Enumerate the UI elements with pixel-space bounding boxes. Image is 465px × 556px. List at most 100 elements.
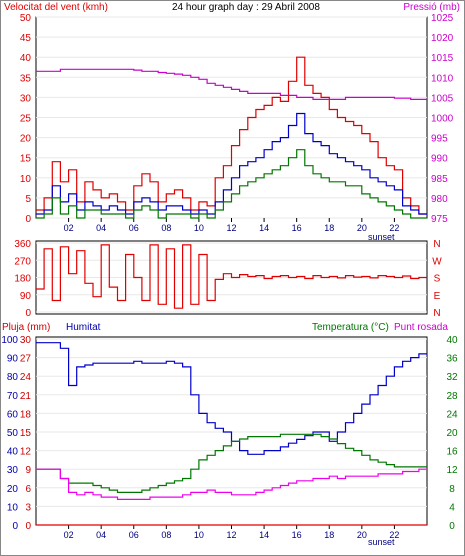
humidity-tick-label: 10 bbox=[7, 502, 19, 513]
sunset-label-bottom: sunset bbox=[368, 537, 395, 547]
hour-tick-label: 08 bbox=[161, 530, 171, 540]
wind-series bbox=[36, 56, 427, 219]
direction-degree-tick-label: 360 bbox=[14, 239, 31, 250]
pressure-tick-label: 1000 bbox=[431, 114, 454, 125]
wind-speed-axis-title: Velocitat del vent (kmh) bbox=[4, 2, 108, 13]
series-line-pressi-mb bbox=[36, 68, 427, 100]
humidity-tick-label: 20 bbox=[7, 484, 19, 495]
pressure-tick-label: 1025 bbox=[431, 13, 454, 24]
wind-speed-tick-label: 15 bbox=[20, 154, 32, 165]
temperature-tick-label: 0 bbox=[449, 521, 455, 532]
series-line-humitat bbox=[36, 342, 427, 455]
rain-ticks: 0 3 6 9 12 15 18 21 24 27 30 bbox=[20, 335, 32, 532]
rain-tick-label: 0 bbox=[25, 521, 31, 532]
rain-tick-label: 24 bbox=[20, 372, 32, 383]
temperature-tick-label: 28 bbox=[446, 391, 458, 402]
pressure-tick-label: 1005 bbox=[431, 93, 454, 104]
humidity-tick-label: 100 bbox=[1, 335, 18, 346]
humidity-tick-label: 40 bbox=[7, 447, 19, 458]
temperature-tick-label: 36 bbox=[446, 354, 458, 365]
series-line-wind-direction bbox=[36, 244, 427, 309]
humidity-tick-label: 90 bbox=[7, 354, 19, 365]
wind-hour-ticks: 02 04 06 08 10 12 14 16 18 20 22 bbox=[64, 218, 399, 233]
direction-degree-tick-label: 180 bbox=[14, 274, 31, 285]
pressure-ticks: 975 980 985 990 995 1000 1005 1010 1015 1020 1025 bbox=[431, 13, 454, 225]
temperature-tick-label: 24 bbox=[446, 409, 458, 420]
wind-speed-ticks: 0 5 10 15 20 25 30 35 40 45 50 bbox=[20, 13, 32, 225]
direction-degree-tick-label: 0 bbox=[25, 308, 31, 319]
hour-tick-label: 20 bbox=[357, 223, 367, 233]
temperature-ticks: 0 4 8 12 16 20 24 28 32 36 40 bbox=[446, 335, 458, 532]
pressure-tick-label: 1015 bbox=[431, 53, 454, 64]
compass-tick-label: W bbox=[432, 256, 442, 267]
humidity-axis-title: Humitat bbox=[66, 322, 101, 333]
hour-tick-label: 10 bbox=[194, 530, 204, 540]
direction-degree-tick-label: 90 bbox=[20, 291, 32, 302]
temperature-axis-title: Temperatura (°C) bbox=[312, 322, 389, 333]
wind-speed-tick-label: 40 bbox=[20, 53, 32, 64]
dewpoint-axis-title: Punt rosada bbox=[394, 322, 448, 333]
hour-tick-label: 02 bbox=[64, 530, 74, 540]
hour-tick-label: 14 bbox=[259, 530, 269, 540]
wind-speed-tick-label: 10 bbox=[20, 174, 32, 185]
hour-tick-label: 12 bbox=[226, 530, 236, 540]
rain-tick-label: 18 bbox=[20, 409, 32, 420]
temperature-tick-label: 32 bbox=[446, 372, 458, 383]
compass-tick-label: E bbox=[434, 291, 441, 302]
direction-degree-tick-label: 270 bbox=[14, 256, 31, 267]
series-line-temperatura-c bbox=[36, 433, 427, 493]
hour-tick-label: 22 bbox=[389, 223, 399, 233]
compass-tick-label: S bbox=[434, 274, 441, 285]
series-line-vent-mitj bbox=[36, 112, 427, 215]
hour-tick-label: 22 bbox=[389, 530, 399, 540]
hour-tick-label: 06 bbox=[129, 223, 139, 233]
pressure-tick-label: 1020 bbox=[431, 33, 454, 44]
wind-speed-tick-label: 50 bbox=[20, 13, 32, 24]
wind-speed-tick-label: 30 bbox=[20, 93, 32, 104]
compass-tick-label: N bbox=[433, 308, 440, 319]
temperature-tick-label: 16 bbox=[446, 447, 458, 458]
temperature-tick-label: 20 bbox=[446, 428, 458, 439]
hour-tick-label: 16 bbox=[292, 530, 302, 540]
pressure-tick-label: 995 bbox=[431, 134, 448, 145]
rain-tick-label: 12 bbox=[20, 447, 32, 458]
hour-tick-label: 06 bbox=[129, 530, 139, 540]
hour-tick-label: 18 bbox=[324, 223, 334, 233]
hour-tick-label: 04 bbox=[96, 223, 106, 233]
humidity-tick-label: 60 bbox=[7, 409, 19, 420]
rain-tick-label: 9 bbox=[25, 465, 31, 476]
rain-tick-label: 21 bbox=[20, 391, 32, 402]
hour-tick-label: 18 bbox=[324, 530, 334, 540]
pressure-tick-label: 1010 bbox=[431, 73, 454, 84]
temperature-tick-label: 40 bbox=[446, 335, 458, 346]
hour-tick-label: 04 bbox=[96, 530, 106, 540]
wind-speed-tick-label: 20 bbox=[20, 134, 32, 145]
rain-tick-label: 15 bbox=[20, 428, 32, 439]
sunset-label: sunset bbox=[368, 232, 395, 242]
hour-tick-label: 14 bbox=[259, 223, 269, 233]
wind-speed-tick-label: 45 bbox=[20, 33, 32, 44]
series-line-punt-rosada bbox=[36, 468, 427, 500]
humidity-hour-ticks: 02 04 06 08 10 12 14 16 18 20 22 bbox=[64, 525, 399, 540]
rain-tick-label: 27 bbox=[20, 354, 32, 365]
direction-degree-ticks: 0 90 180 270 360 bbox=[14, 239, 31, 319]
chart-title: 24 hour graph day : 29 Abril 2008 bbox=[172, 2, 320, 13]
wind-speed-tick-label: 0 bbox=[25, 214, 31, 225]
pressure-tick-label: 975 bbox=[431, 214, 448, 225]
wind-speed-tick-label: 5 bbox=[25, 194, 31, 205]
series-line-vent-m-nim bbox=[36, 149, 427, 219]
hour-tick-label: 16 bbox=[292, 223, 302, 233]
pressure-tick-label: 985 bbox=[431, 174, 448, 185]
rain-axis-title: Pluja (mm) bbox=[2, 322, 50, 333]
rain-tick-label: 6 bbox=[25, 484, 31, 495]
hour-tick-label: 02 bbox=[64, 223, 74, 233]
hour-tick-label: 08 bbox=[161, 223, 171, 233]
pressure-axis-title: Pressió (mb) bbox=[403, 2, 460, 13]
series-line-velocitat-del-vent-kmh bbox=[36, 56, 427, 215]
temperature-tick-label: 12 bbox=[446, 465, 458, 476]
temperature-tick-label: 4 bbox=[449, 502, 455, 513]
wind-speed-tick-label: 35 bbox=[20, 73, 32, 84]
